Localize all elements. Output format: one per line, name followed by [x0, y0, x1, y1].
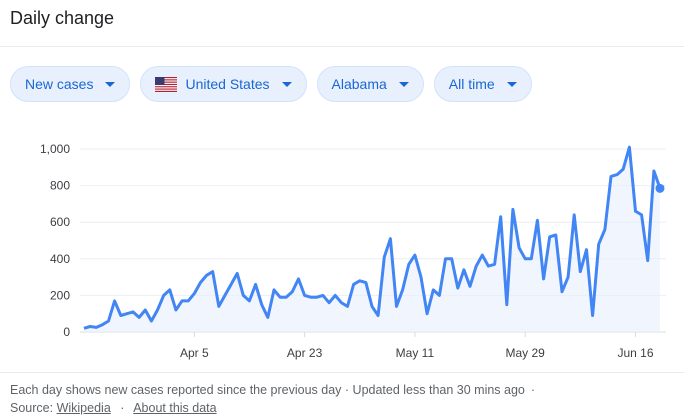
y-tick-label: 400: [50, 252, 70, 266]
series-area: [84, 147, 660, 332]
x-tick-label: Apr 23: [287, 346, 323, 360]
card-title: Daily change: [10, 8, 115, 28]
filter-bar: New cases United States Alabama All time: [10, 66, 532, 102]
chevron-down-icon: [398, 81, 409, 87]
time-range-label: All time: [448, 76, 495, 92]
y-tick-label: 1,000: [40, 142, 70, 156]
time-range-dropdown[interactable]: All time: [433, 66, 532, 102]
x-tick-label: Jun 16: [617, 346, 653, 360]
y-tick-label: 0: [63, 325, 70, 339]
x-tick-label: May 29: [506, 346, 546, 360]
metric-dropdown[interactable]: New cases: [10, 66, 131, 102]
y-tick-label: 600: [50, 215, 70, 229]
footer-note: Each day shows new cases reported since …: [10, 383, 536, 397]
x-tick-label: May 11: [396, 346, 435, 360]
footer-source: Source: Wikipedia · About this data: [10, 399, 541, 417]
chevron-down-icon: [506, 81, 517, 87]
daily-cases-chart[interactable]: 0 200 400 600 800 1,000 Apr 5 Apr 23 May 11 May 2…: [0, 128, 684, 360]
series-line: [83, 145, 662, 330]
footer-divider: [0, 372, 684, 373]
footer-separator: ·: [120, 401, 125, 415]
header-divider: [0, 46, 684, 47]
wikipedia-link[interactable]: Wikipedia: [56, 401, 111, 415]
source-label: Source:: [10, 401, 54, 415]
country-dropdown[interactable]: United States: [140, 66, 307, 102]
x-tick-label: Apr 5: [180, 346, 209, 360]
region-label: Alabama: [331, 76, 387, 92]
about-data-link[interactable]: About this data: [133, 401, 217, 415]
country-label: United States: [185, 76, 270, 92]
footer-separator: ·: [530, 383, 536, 397]
us-flag-icon: [155, 76, 178, 92]
region-dropdown[interactable]: Alabama: [316, 66, 424, 102]
y-tick-label: 800: [50, 179, 70, 193]
chevron-down-icon: [281, 81, 292, 87]
latest-point: [655, 183, 665, 193]
y-tick-label: 200: [50, 288, 70, 302]
metric-label: New cases: [25, 76, 94, 92]
chart-footer: Each day shows new cases reported since …: [10, 381, 541, 417]
chevron-down-icon: [105, 81, 116, 87]
